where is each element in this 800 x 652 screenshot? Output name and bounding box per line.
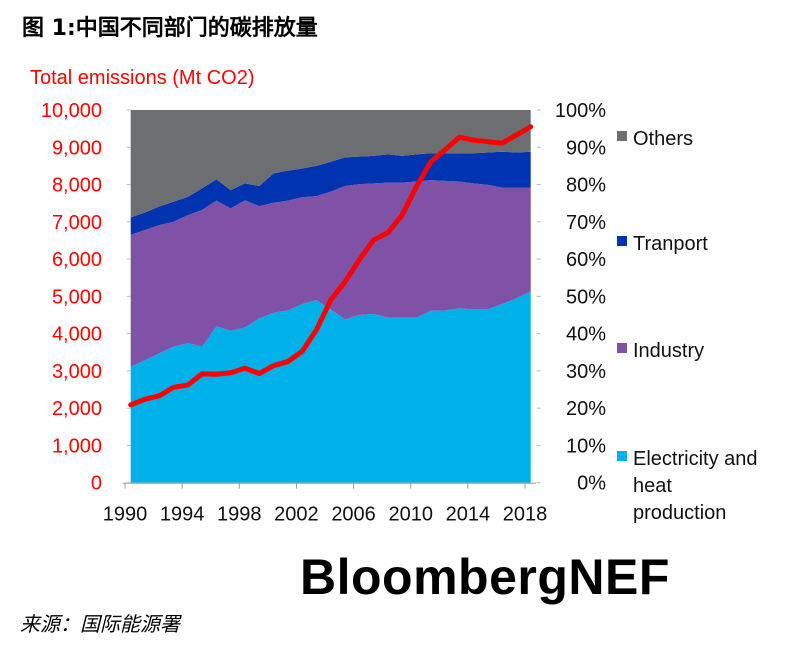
x-tick-label: 2014 [446,504,491,526]
right-tick-label: 40% [566,324,606,346]
legend-swatch [617,343,627,353]
left-axis-label: Total emissions (Mt CO2) [30,67,255,89]
area-others [130,110,531,218]
right-tick-label: 20% [566,398,606,420]
total-emissions-line-group [128,124,534,408]
left-tick-label: 0 [91,473,102,495]
x-tick-label: 1994 [160,504,205,526]
legend-label: heat [633,475,672,497]
x-tick-label: 1990 [103,504,148,526]
x-tick-label: 2010 [388,504,433,526]
legend: Electricity and heat production Industry Tra… [617,128,758,524]
area-electricity-and-heat-production [130,291,531,483]
left-tick-label: 6,000 [52,249,102,271]
left-tick-label: 3,000 [52,361,102,383]
right-tick-label: 10% [566,435,606,457]
x-axis-tick-labels: 1990 1994 1998 2002 2006 2010 2014 2018 [103,504,548,526]
right-tick-label: 0% [577,473,606,495]
figure-title: 图 1:中国不同部门的碳排放量 [22,16,318,41]
right-tick-label: 70% [566,212,606,234]
legend-item: Others [617,128,693,150]
right-axis-tick-labels: 0% 10% 20% 30% 40% 50% 60% 70% 80% 90% 100% [555,100,606,495]
right-tick-label: 30% [566,361,606,383]
left-tick-label: 4,000 [52,324,102,346]
left-tick-label: 5,000 [52,286,102,308]
stacked-areas [130,110,531,483]
legend-swatch [617,236,627,246]
left-tick-label: 2,000 [52,398,102,420]
x-tick-label: 2006 [331,504,376,526]
left-tick-label: 7,000 [52,212,102,234]
left-tick-label: 8,000 [52,175,102,197]
legend-swatch [617,451,627,461]
right-tick-label: 80% [566,175,606,197]
legend-label: Others [633,128,693,150]
legend-label: Industry [633,340,704,362]
legend-label: production [633,502,726,524]
legend-label: Tranport [633,233,708,255]
legend-item: Industry [617,340,704,362]
left-tick-label: 9,000 [52,137,102,159]
right-tick-label: 60% [566,249,606,271]
legend-swatch [617,131,627,141]
left-tick-label: 10,000 [41,100,102,122]
right-tick-label: 50% [566,286,606,308]
x-tick-label: 1998 [217,504,262,526]
right-tick-label: 100% [555,100,606,122]
axis-ticks [123,109,541,489]
x-tick-label: 2002 [274,504,319,526]
x-tick-label: 2018 [503,504,548,526]
legend-item: Tranport [617,233,708,255]
left-tick-label: 1,000 [52,435,102,457]
area-tranport [130,151,531,235]
area-industry [130,180,531,367]
legend-item: Electricity and heat production [617,448,758,524]
legend-label: Electricity and [633,448,758,470]
left-axis-tick-labels: 0 1,000 2,000 3,000 4,000 5,000 6,000 7,000 8,00… [41,100,102,495]
right-tick-label: 90% [566,137,606,159]
bloombergnef-logo: BloombergNEF [300,549,670,605]
source-note: 来源：国际能源署 [20,612,180,636]
